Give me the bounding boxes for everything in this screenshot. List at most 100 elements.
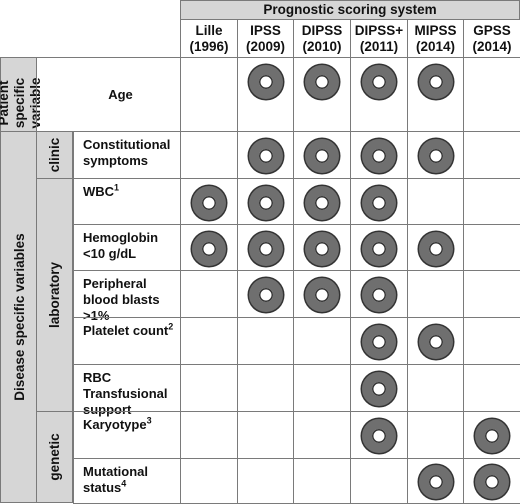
row-label: Constitutional symptoms — [83, 137, 174, 169]
score-cell — [350, 270, 408, 318]
row-label-cell: Mutational status4 — [73, 458, 181, 504]
score-cell — [407, 224, 464, 271]
row-label-cell: Platelet count2 — [73, 317, 181, 365]
score-cell — [350, 131, 408, 179]
included-ring-icon — [362, 65, 396, 99]
score-cell — [407, 178, 464, 225]
row-label: Mutational status4 — [83, 464, 174, 496]
included-ring-icon — [249, 186, 283, 220]
system-year: (1996) — [189, 38, 229, 54]
score-cell — [180, 364, 238, 412]
score-cell — [237, 224, 294, 271]
row-label-text: Age — [108, 86, 133, 102]
score-cell — [237, 270, 294, 318]
score-cell — [350, 224, 408, 271]
system-year: (2014) — [472, 38, 512, 54]
score-cell — [463, 57, 520, 132]
score-cell — [237, 458, 294, 504]
row-label: Peripheral blood blasts >1% — [83, 276, 174, 324]
score-cell — [237, 57, 294, 132]
row-label-text: WBC — [83, 184, 115, 199]
score-cell — [237, 411, 294, 459]
score-cell — [293, 458, 351, 504]
included-ring-icon — [362, 232, 396, 266]
group-disease-label: Disease specific variables — [12, 233, 27, 401]
score-cell — [180, 131, 238, 179]
included-ring-icon — [419, 325, 453, 359]
row-label-cell: WBC1 — [73, 178, 181, 225]
score-cell — [350, 458, 408, 504]
score-cell — [407, 317, 464, 365]
score-cell — [180, 224, 238, 271]
system-header-dipss: DIPSS (2010) — [293, 19, 351, 58]
score-cell — [237, 131, 294, 179]
included-ring-icon — [305, 232, 339, 266]
row-label-cell: Karyotype3 — [73, 411, 181, 459]
score-cell — [463, 131, 520, 179]
included-ring-icon — [249, 139, 283, 173]
score-cell — [407, 270, 464, 318]
score-cell — [407, 364, 464, 412]
group-disease-cell: Disease specific variables — [0, 131, 37, 503]
included-ring-icon — [362, 372, 396, 406]
score-cell — [463, 458, 520, 504]
score-cell — [293, 224, 351, 271]
row-label-text: Constitutional symptoms — [83, 137, 171, 168]
system-name: DIPSS — [301, 22, 343, 38]
row-label: Karyotype3 — [83, 415, 152, 433]
included-ring-icon — [249, 232, 283, 266]
score-cell — [463, 317, 520, 365]
row-label-cell: Peripheral blood blasts >1% — [73, 270, 181, 323]
score-cell — [293, 178, 351, 225]
included-ring-icon — [419, 139, 453, 173]
score-cell — [237, 364, 294, 412]
score-cell — [293, 364, 351, 412]
score-cell — [463, 411, 520, 459]
footnote-marker: 2 — [168, 321, 174, 332]
row-label-text: Peripheral blood blasts >1% — [83, 276, 160, 323]
row-label: Age — [108, 87, 133, 103]
footnote-marker: 3 — [146, 415, 152, 426]
score-cell — [463, 178, 520, 225]
row-label-cell: Constitutional symptoms — [73, 131, 181, 179]
included-ring-icon — [249, 278, 283, 312]
group-genetic-label: genetic — [47, 433, 62, 481]
group-genetic-cell: genetic — [36, 411, 73, 503]
included-ring-icon — [305, 186, 339, 220]
included-ring-icon — [362, 278, 396, 312]
system-name: MIPSS — [414, 22, 457, 38]
score-cell — [293, 270, 351, 318]
system-year: (2010) — [302, 38, 342, 54]
system-header-gpss: GPSS (2014) — [463, 19, 520, 58]
row-label-cell: RBC Transfusional support — [73, 364, 181, 417]
score-cell — [293, 317, 351, 365]
group-patient-cell: Patient specific variable — [0, 57, 43, 132]
included-ring-icon — [305, 278, 339, 312]
row-label: Platelet count2 — [83, 321, 174, 339]
score-cell — [407, 458, 464, 504]
included-ring-icon — [362, 139, 396, 173]
system-year: (2011) — [359, 38, 399, 54]
score-cell — [407, 411, 464, 459]
score-cell — [293, 411, 351, 459]
included-ring-icon — [419, 65, 453, 99]
included-ring-icon — [362, 325, 396, 359]
included-ring-icon — [362, 419, 396, 453]
footnote-marker: 1 — [114, 182, 120, 193]
row-label: RBC Transfusional support — [83, 370, 174, 418]
header-title: Prognostic scoring system — [180, 0, 520, 20]
included-ring-icon — [362, 186, 396, 220]
system-name: Lille — [195, 22, 223, 38]
row-label-text: Hemoglobin <10 g/dL — [83, 230, 159, 261]
included-ring-icon — [419, 232, 453, 266]
included-ring-icon — [475, 465, 509, 499]
score-cell — [463, 270, 520, 318]
footnote-marker: 4 — [121, 478, 127, 489]
included-ring-icon — [249, 65, 283, 99]
system-name: DIPSS+ — [354, 22, 404, 38]
row-label-text: Karyotype — [83, 417, 147, 432]
row-label-text: Platelet count — [83, 323, 169, 338]
group-clinic-label: clinic — [47, 137, 62, 173]
group-laboratory-cell: laboratory — [36, 178, 73, 412]
